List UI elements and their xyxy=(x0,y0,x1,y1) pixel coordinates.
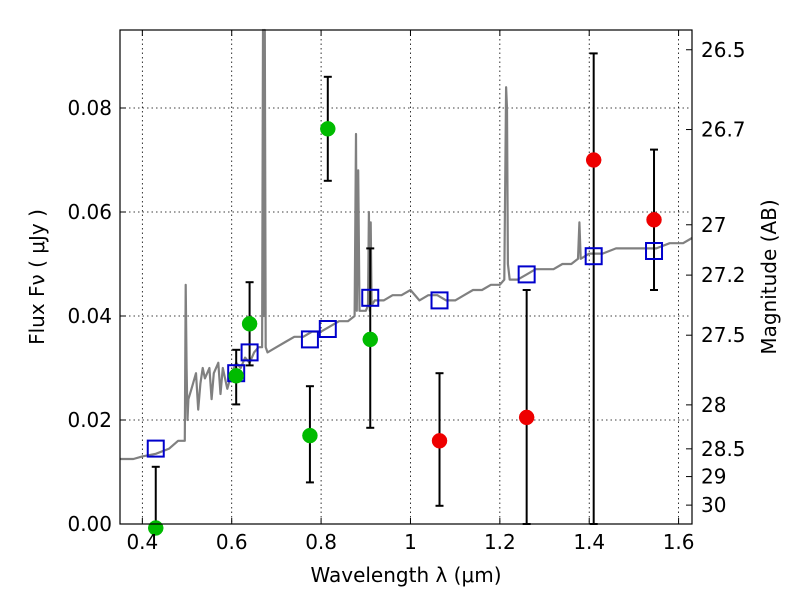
grid-lines xyxy=(120,30,692,525)
model-photometry-square xyxy=(584,247,603,266)
model-photometry-square xyxy=(430,291,449,310)
y-tick-label: 0.04 xyxy=(67,304,112,328)
model-photometry-square xyxy=(517,265,536,284)
x-tick-label: 1.2 xyxy=(484,530,516,554)
model-photometry-square xyxy=(318,320,337,338)
y2-tick-label: 30 xyxy=(701,493,726,517)
model-photometry-square xyxy=(300,330,319,349)
y2-tick-label: 26.7 xyxy=(701,118,746,142)
green-data-point xyxy=(228,368,244,384)
y2-tick-label: 28.5 xyxy=(701,437,746,461)
model-photometry-square xyxy=(645,242,664,260)
y-tick-label: 0.00 xyxy=(67,512,112,536)
x-tick-label: 1 xyxy=(404,530,417,554)
y-tick-label: 0.02 xyxy=(67,408,112,432)
x-tick-label: 0.6 xyxy=(216,530,248,554)
y-axis-title: Flux Fν ( μJy ) xyxy=(25,209,49,345)
red-data-point xyxy=(431,433,448,449)
y2-tick-label: 27.2 xyxy=(701,263,746,287)
green-data-point xyxy=(320,121,336,137)
y2-tick-label: 28 xyxy=(701,393,726,417)
data-markers xyxy=(146,121,664,536)
x-tick-label: 0.8 xyxy=(305,530,337,554)
y-tick-label: 0.08 xyxy=(67,96,112,120)
red-data-point xyxy=(518,409,535,426)
green-data-point xyxy=(241,316,258,332)
plot-frame xyxy=(119,29,693,525)
y2-tick-label: 26.5 xyxy=(701,38,746,62)
x-tick-label: 0.4 xyxy=(126,530,158,554)
y2-tick-label: 27.5 xyxy=(701,323,746,347)
x-tick-label: 1.6 xyxy=(663,530,695,554)
red-data-point xyxy=(646,212,662,228)
model-photometry-square xyxy=(146,439,165,458)
y-tick-label: 0.06 xyxy=(67,200,112,224)
spectrum-line xyxy=(120,28,693,461)
y2-axis-title: Magnitude (AB) xyxy=(757,199,781,354)
green-data-point xyxy=(362,331,378,348)
axis-ticks: 0.4 0.6 0.8 1 1.2 1.4 1.6 0.00 0.02 0.04 0.06 0.08 2… xyxy=(67,30,746,554)
y2-tick-label: 27 xyxy=(701,213,726,237)
model-spectrum xyxy=(120,28,693,461)
model-photometry-square xyxy=(240,343,259,362)
error-bars xyxy=(151,52,659,525)
green-data-point xyxy=(302,427,318,444)
y2-tick-label: 29 xyxy=(701,465,726,489)
x-axis-title: Wavelength λ (μm) xyxy=(310,563,501,587)
red-data-point xyxy=(585,152,602,168)
x-tick-label: 1.4 xyxy=(573,530,605,554)
model-photometry-square xyxy=(361,288,380,307)
